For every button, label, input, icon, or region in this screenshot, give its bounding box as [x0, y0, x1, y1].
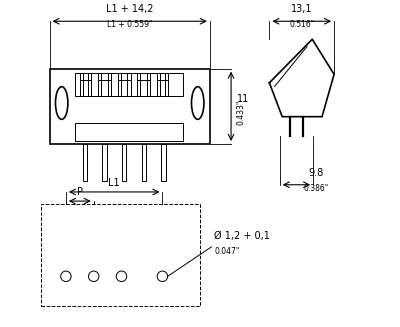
Text: Ø 1,2 + 0,1: Ø 1,2 + 0,1: [214, 231, 270, 241]
Bar: [50, 69, 210, 144]
Circle shape: [116, 271, 127, 282]
Text: 0.433": 0.433": [237, 99, 246, 125]
Text: 11: 11: [237, 94, 249, 104]
Bar: [142, 144, 146, 181]
Bar: [42, 204, 200, 306]
Bar: [102, 144, 107, 181]
Bar: [75, 73, 183, 96]
Circle shape: [61, 271, 71, 282]
Text: L1 + 14,2: L1 + 14,2: [106, 4, 154, 14]
Text: L1: L1: [108, 178, 120, 188]
Bar: [122, 144, 126, 181]
Bar: [161, 144, 166, 181]
Circle shape: [88, 271, 99, 282]
Text: P: P: [77, 187, 83, 197]
Text: 0.516": 0.516": [289, 20, 314, 29]
Bar: [75, 123, 183, 141]
Circle shape: [157, 271, 168, 282]
Text: 13,1: 13,1: [291, 4, 312, 14]
Text: 0.386": 0.386": [304, 184, 329, 193]
Ellipse shape: [56, 87, 68, 119]
Text: 0.047": 0.047": [214, 247, 240, 256]
Ellipse shape: [192, 87, 204, 119]
Text: L1 + 0.559": L1 + 0.559": [107, 20, 152, 29]
Text: 9.8: 9.8: [308, 167, 324, 178]
Bar: [83, 144, 87, 181]
